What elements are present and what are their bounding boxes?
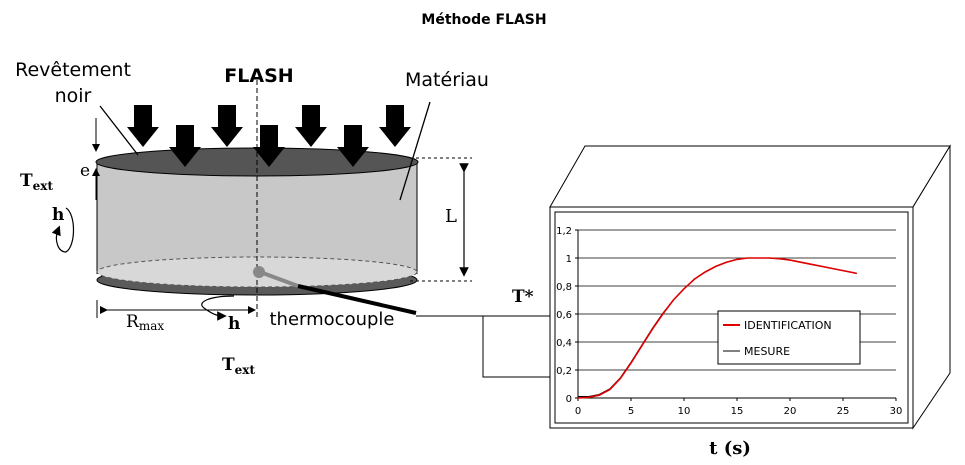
thermocouple-label: thermocouple [270, 309, 395, 330]
diagram-title: Méthode FLASH [421, 12, 546, 28]
chart-x-tick-label: 30 [890, 406, 903, 417]
flash-arrow [295, 105, 327, 147]
chart-y-tick-label: 0,2 [556, 366, 572, 377]
h-left: h [52, 205, 64, 225]
flash-arrow [337, 125, 369, 167]
chart-series [577, 257, 857, 399]
series-line-identification [577, 257, 857, 399]
chart-y-tick-label: 0,6 [556, 310, 572, 321]
chart-y-tick-label: 0 [566, 394, 572, 405]
signal-wire-bottom [482, 316, 550, 378]
thickness-label: e [80, 161, 90, 181]
coating-label-line2: noir [55, 85, 92, 107]
thermocouple-junction [253, 266, 265, 278]
r-max-label: Rmax [126, 312, 164, 333]
chart-x-ticks: 0 5 10 15 20 25 30 [575, 398, 903, 417]
h-bottom: h [228, 314, 240, 334]
legend-label-identification: IDENTIFICATION [744, 319, 832, 332]
h-bottom-circular-arrow [201, 295, 235, 321]
recorder-box [549, 144, 951, 430]
coating-leader [99, 105, 139, 156]
length-label: L [445, 206, 457, 227]
chart-y-tick-label: 0,4 [556, 338, 572, 349]
flash-arrows [127, 105, 411, 167]
chart-xlabel: t (s) [709, 438, 751, 459]
t-ext-bottom: Text [222, 355, 255, 377]
chart-y-ticks: 0 0,2 0,4 0,6 0,8 1 1,2 [556, 226, 578, 405]
chart-y-tick-label: 1,2 [556, 226, 572, 237]
flash-arrow [211, 105, 243, 147]
t-ext-left: Text [20, 171, 53, 193]
chart-legend: IDENTIFICATION MESURE [717, 310, 861, 365]
flash-label: FLASH [224, 65, 293, 87]
legend-label-mesure: MESURE [744, 345, 790, 358]
chart-x-tick-label: 25 [837, 406, 850, 417]
h-left-circular-arrow [51, 207, 75, 253]
chart-x-tick-label: 10 [678, 406, 691, 417]
chart-x-tick-label: 15 [731, 406, 744, 417]
chart-x-tick-label: 5 [628, 406, 634, 417]
chart-y-tick-label: 1 [566, 254, 572, 265]
flash-arrow [127, 105, 159, 147]
chart-gridlines [578, 229, 896, 371]
flash-arrow [253, 125, 285, 167]
t-star-label: T* [512, 287, 534, 307]
material-label: Matériau [405, 69, 489, 91]
coating-label-line1: Revêtement [15, 59, 131, 81]
chart-x-tick-label: 20 [784, 406, 797, 417]
flash-arrow [169, 125, 201, 167]
thermocouple-wire [297, 284, 417, 315]
chart-y-tick-label: 0,8 [556, 282, 572, 293]
sample-drawing [95, 80, 419, 320]
flash-arrow [379, 105, 411, 147]
temperature-chart: 0 0,2 0,4 0,6 0,8 1 1,2 0 5 10 15 20 25 30 IDENTIFIC… [556, 226, 902, 417]
chart-x-tick-label: 0 [575, 406, 581, 417]
material-leader [399, 101, 431, 201]
thermocouple-wire-grey [259, 270, 299, 288]
